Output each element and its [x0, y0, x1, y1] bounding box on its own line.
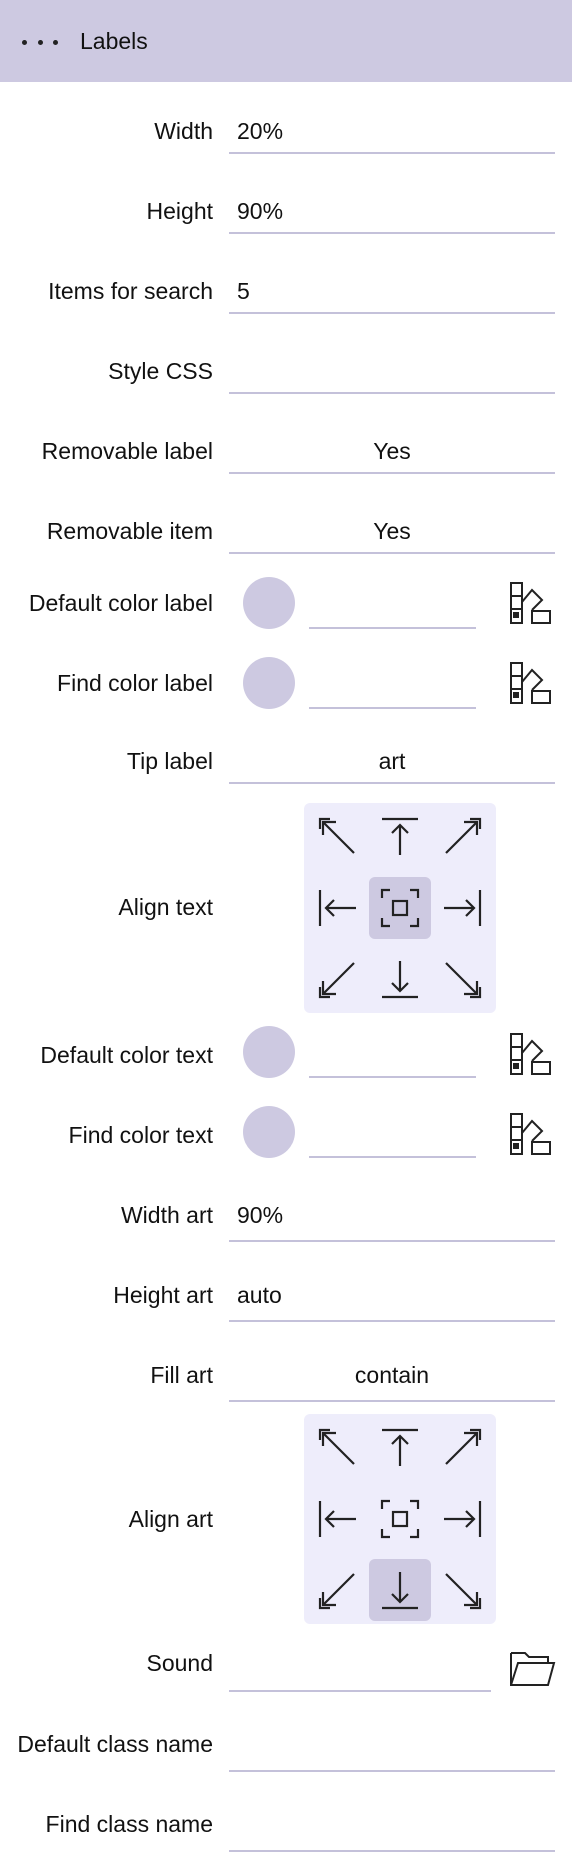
height-art-input[interactable]: auto	[229, 1270, 555, 1322]
row-removable-item: Removable item Yes	[0, 504, 572, 556]
default-color-label-label: Default color label	[28, 590, 213, 616]
width-label: Width	[154, 118, 213, 144]
removable-label-value: Yes	[373, 438, 411, 464]
height-input[interactable]: 90%	[229, 186, 555, 234]
align-center-button[interactable]	[369, 877, 431, 939]
align-bottom-right-button[interactable]	[431, 948, 493, 1010]
height-value: 90%	[237, 198, 284, 224]
removable-item-value: Yes	[373, 518, 411, 544]
row-default-color-label: Default color label	[0, 574, 572, 634]
width-value: 20%	[237, 118, 284, 144]
style-css-input[interactable]	[229, 346, 555, 394]
width-art-label: Width art	[120, 1202, 213, 1228]
align-text-grid	[304, 803, 496, 1013]
align-bottom-left-button[interactable]	[307, 1559, 369, 1621]
row-align-text: Align text	[0, 802, 572, 1014]
align-left-button[interactable]	[307, 877, 369, 939]
row-height-art: Height art auto	[0, 1270, 572, 1322]
align-bottom-right-button[interactable]	[431, 1559, 493, 1621]
items-for-search-input[interactable]: 5	[229, 266, 555, 314]
height-label: Height	[146, 198, 213, 224]
align-top-button[interactable]	[369, 1417, 431, 1479]
row-default-class-name: Default class name	[0, 1720, 572, 1772]
find-color-text-label: Find color text	[68, 1122, 213, 1148]
align-bottom-button[interactable]	[369, 948, 431, 1010]
align-top-button[interactable]	[369, 806, 431, 868]
align-top-right-button[interactable]	[431, 1417, 493, 1479]
default-color-label-swatch[interactable]	[243, 577, 295, 629]
palette-icon[interactable]	[508, 1031, 554, 1077]
height-art-label: Height art	[113, 1282, 213, 1308]
row-items-for-search: Items for search 5	[0, 264, 572, 316]
row-width: Width 20%	[0, 104, 572, 156]
width-art-value: 90%	[237, 1202, 284, 1228]
row-default-color-text: Default color text	[0, 1026, 572, 1086]
style-css-label: Style CSS	[108, 358, 213, 384]
row-find-color-text: Find color text	[0, 1106, 572, 1166]
align-art-label: Align art	[128, 1506, 213, 1532]
folder-open-icon[interactable]	[508, 1647, 556, 1689]
panel-header: Labels	[0, 0, 572, 82]
items-for-search-label: Items for search	[48, 278, 213, 304]
align-text-label: Align text	[118, 894, 213, 920]
align-left-button[interactable]	[307, 1488, 369, 1550]
default-color-label-input[interactable]	[309, 584, 476, 629]
align-right-button[interactable]	[431, 877, 493, 939]
row-fill-art: Fill art contain	[0, 1350, 572, 1402]
row-find-color-label: Find color label	[0, 654, 572, 714]
default-color-text-swatch[interactable]	[243, 1026, 295, 1078]
palette-icon[interactable]	[508, 660, 554, 706]
fill-art-select[interactable]: contain	[229, 1350, 555, 1402]
default-class-name-input[interactable]	[229, 1720, 555, 1772]
tip-label-select[interactable]: art	[229, 736, 555, 784]
align-top-right-button[interactable]	[431, 806, 493, 868]
align-art-grid	[304, 1414, 496, 1624]
row-find-class-name: Find class name	[0, 1800, 572, 1852]
row-removable-label: Removable label Yes	[0, 424, 572, 476]
fill-art-value: contain	[354, 1362, 430, 1388]
row-tip-label: Tip label art	[0, 734, 572, 786]
align-bottom-left-button[interactable]	[307, 948, 369, 1010]
sound-label: Sound	[146, 1650, 213, 1676]
width-input[interactable]: 20%	[229, 106, 555, 154]
removable-label-label: Removable label	[41, 438, 213, 464]
find-class-name-input[interactable]	[229, 1800, 555, 1852]
find-color-text-input[interactable]	[309, 1113, 476, 1158]
row-style-css: Style CSS	[0, 344, 572, 396]
default-class-name-label: Default class name	[17, 1731, 213, 1757]
row-height: Height 90%	[0, 184, 572, 236]
fill-art-label: Fill art	[150, 1362, 213, 1388]
removable-item-label: Removable item	[46, 518, 213, 544]
align-bottom-button[interactable]	[369, 1559, 431, 1621]
row-align-art: Align art	[0, 1414, 572, 1626]
palette-icon[interactable]	[508, 1111, 554, 1157]
find-color-label-swatch[interactable]	[243, 657, 295, 709]
find-color-label-input[interactable]	[309, 664, 476, 709]
row-sound: Sound	[0, 1640, 572, 1692]
width-art-input[interactable]: 90%	[229, 1190, 555, 1242]
removable-item-select[interactable]: Yes	[229, 506, 555, 554]
find-color-label-label: Find color label	[57, 670, 213, 696]
row-width-art: Width art 90%	[0, 1190, 572, 1242]
removable-label-select[interactable]: Yes	[229, 426, 555, 474]
find-class-name-label: Find class name	[45, 1811, 213, 1837]
align-center-button[interactable]	[369, 1488, 431, 1550]
align-top-left-button[interactable]	[307, 1417, 369, 1479]
align-top-left-button[interactable]	[307, 806, 369, 868]
default-color-text-label: Default color text	[40, 1042, 213, 1068]
default-color-text-input[interactable]	[309, 1033, 476, 1078]
panel-title: Labels	[80, 28, 148, 54]
palette-icon[interactable]	[508, 580, 554, 626]
sound-input[interactable]	[229, 1640, 491, 1692]
height-art-value: auto	[237, 1282, 282, 1308]
align-right-button[interactable]	[431, 1488, 493, 1550]
tip-label-value: art	[378, 748, 406, 774]
tip-label-label: Tip label	[126, 748, 213, 774]
find-color-text-swatch[interactable]	[243, 1106, 295, 1158]
items-for-search-value: 5	[237, 278, 250, 304]
more-horizontal-icon[interactable]	[22, 38, 58, 46]
